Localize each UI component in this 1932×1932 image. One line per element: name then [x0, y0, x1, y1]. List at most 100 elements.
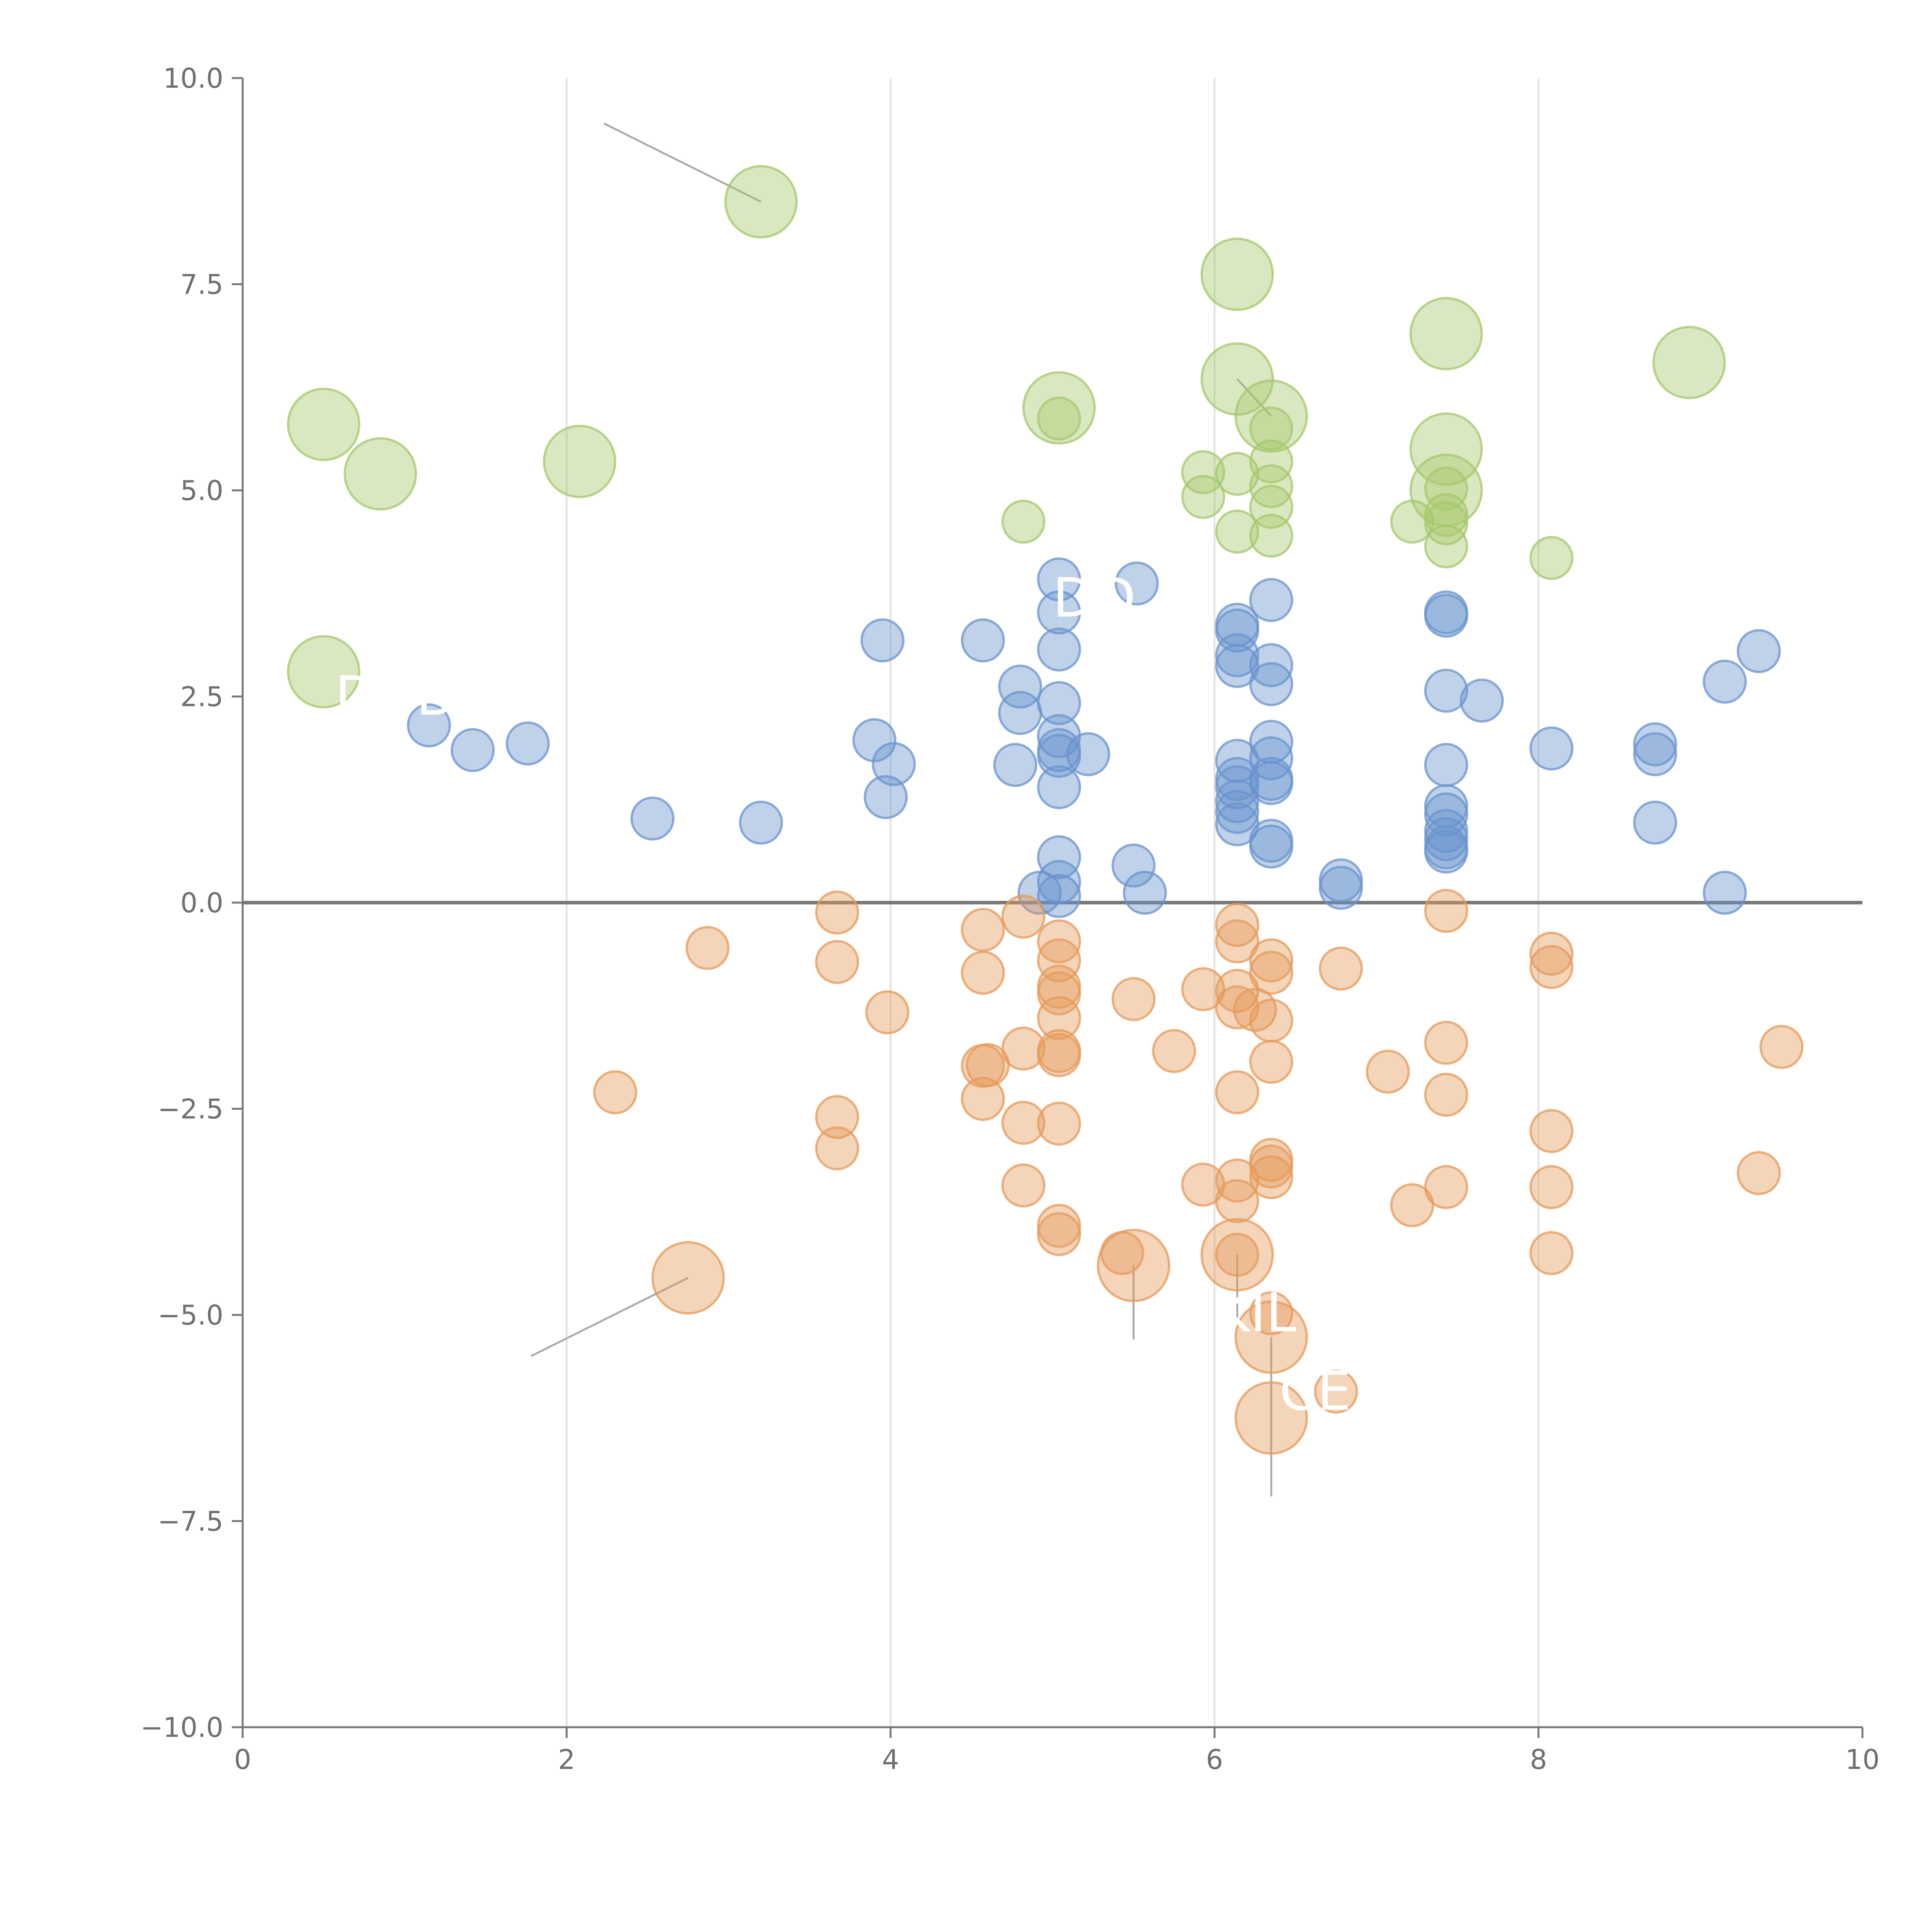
point-orange	[1037, 996, 1081, 1040]
x-tick-label: 10	[1845, 1744, 1879, 1776]
point-orange	[1001, 1100, 1046, 1145]
point-green	[1409, 297, 1483, 371]
point-green	[1652, 326, 1726, 400]
point-blue	[505, 721, 550, 766]
annotation-label: D	[335, 665, 377, 728]
point-orange	[1249, 1039, 1293, 1084]
leader-line	[1236, 378, 1272, 417]
point-orange	[1249, 1155, 1293, 1199]
data-points	[287, 165, 1804, 1455]
annotation-label: B	[416, 665, 453, 728]
point-blue	[1702, 660, 1747, 704]
point-blue	[872, 742, 916, 786]
point-orange	[1152, 1029, 1196, 1073]
point-green	[1390, 500, 1434, 544]
point-blue	[1459, 679, 1504, 723]
point-green	[1037, 396, 1081, 441]
point-green	[1215, 509, 1259, 554]
point-green	[287, 635, 361, 709]
x-tick-label: 8	[1530, 1744, 1547, 1776]
point-orange	[1529, 1231, 1574, 1275]
y-tick-label: 0.0	[180, 887, 223, 919]
point-orange	[1037, 919, 1081, 964]
point-orange	[1736, 1151, 1781, 1195]
point-orange	[1366, 1049, 1410, 1094]
point-orange	[651, 1241, 725, 1315]
point-blue	[1249, 578, 1293, 622]
point-orange	[815, 1095, 859, 1139]
point-green	[1529, 536, 1574, 580]
y-tick-label: 2.5	[180, 681, 223, 713]
point-orange	[1001, 1163, 1046, 1208]
point-green	[1200, 342, 1274, 416]
leader-line	[531, 1277, 689, 1357]
point-blue	[1111, 843, 1156, 888]
point-orange	[961, 908, 1005, 952]
point-orange	[1424, 1165, 1468, 1209]
point-orange	[1249, 998, 1293, 1043]
y-tick-label: −2.5	[158, 1094, 223, 1125]
point-orange	[685, 926, 730, 970]
point-orange	[815, 940, 859, 984]
point-blue	[993, 743, 1037, 787]
point-blue	[1215, 608, 1259, 653]
y-tick-label: 5.0	[180, 475, 223, 507]
point-blue	[1424, 829, 1468, 874]
point-green	[1200, 237, 1274, 311]
x-tick-label: 0	[234, 1744, 252, 1776]
point-orange	[1215, 985, 1259, 1030]
point-blue	[739, 801, 783, 845]
point-orange	[1319, 946, 1363, 991]
point-orange	[1215, 969, 1259, 1013]
point-blue	[1037, 765, 1081, 810]
point-green	[1215, 452, 1259, 496]
point-blue	[1249, 761, 1293, 805]
y-tick-label: 10.0	[163, 63, 223, 94]
point-blue	[1215, 779, 1259, 823]
point-orange	[1215, 903, 1259, 947]
point-orange	[966, 1043, 1010, 1087]
point-orange	[1424, 1073, 1468, 1117]
point-blue	[864, 775, 908, 819]
point-orange	[1215, 1179, 1259, 1223]
point-orange	[1314, 1369, 1358, 1414]
point-orange	[1200, 1218, 1274, 1292]
point-orange	[1234, 1300, 1308, 1374]
point-orange	[1215, 919, 1259, 964]
point-blue	[1702, 871, 1747, 915]
point-green	[1001, 500, 1046, 544]
point-blue	[1249, 662, 1293, 706]
point-green	[724, 165, 798, 239]
point-blue	[1215, 765, 1259, 810]
point-blue	[1736, 629, 1781, 673]
point-blue	[1037, 860, 1081, 904]
point-orange	[1759, 1025, 1804, 1069]
point-blue	[1633, 722, 1677, 767]
point-blue	[1037, 835, 1081, 879]
point-orange	[1037, 1101, 1081, 1146]
point-blue	[1529, 726, 1574, 770]
point-orange	[1249, 1291, 1293, 1335]
point-orange	[961, 951, 1005, 995]
point-blue	[998, 691, 1043, 735]
point-blue	[1633, 801, 1677, 845]
point-blue	[1424, 792, 1468, 837]
point-orange	[1097, 1228, 1170, 1302]
point-orange	[1424, 1020, 1468, 1065]
point-orange	[815, 1126, 859, 1170]
point-blue	[1114, 561, 1159, 606]
x-tick-label: 2	[558, 1744, 575, 1776]
annotation-label: CE	[1279, 1360, 1351, 1423]
point-blue	[1215, 633, 1259, 677]
point-blue	[630, 796, 675, 841]
point-orange	[1249, 938, 1293, 983]
leader-lines	[531, 122, 1272, 1497]
point-blue	[1424, 668, 1468, 713]
annotation-label: KIL	[1214, 1282, 1296, 1345]
point-blue	[852, 718, 896, 762]
point-blue	[1424, 743, 1468, 787]
point-blue	[961, 618, 1005, 663]
y-tick-label: −7.5	[158, 1506, 223, 1537]
